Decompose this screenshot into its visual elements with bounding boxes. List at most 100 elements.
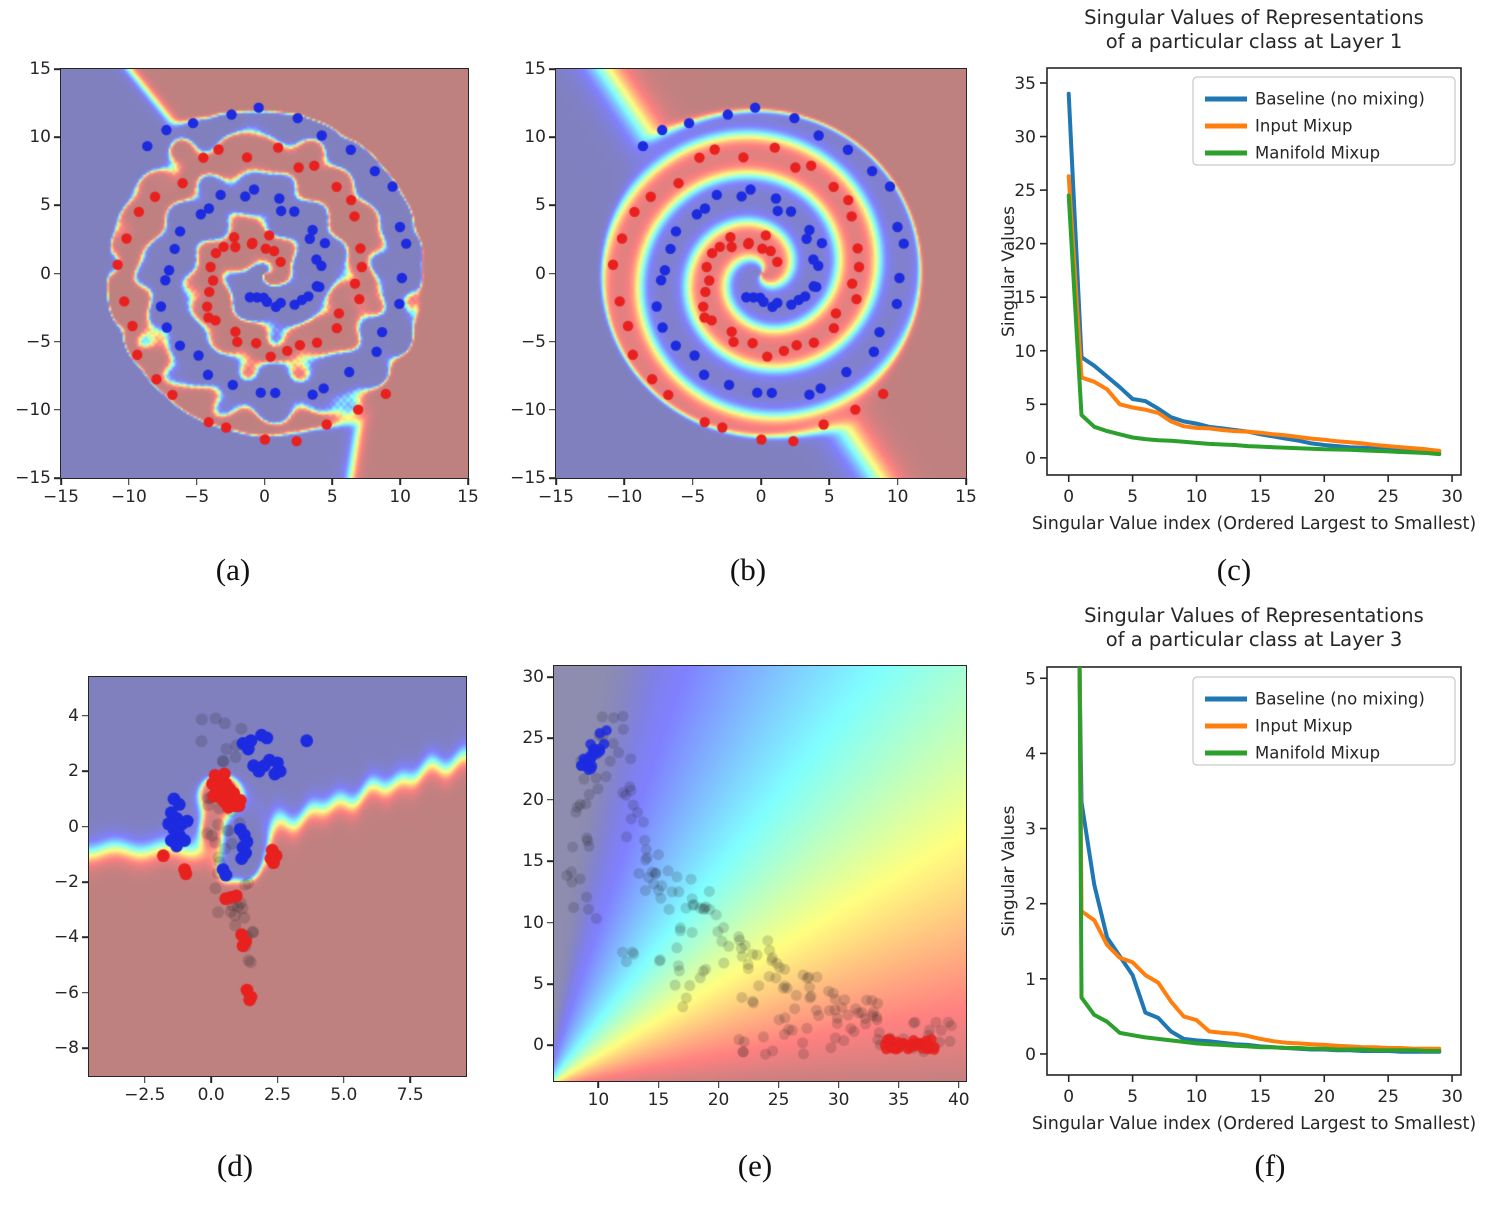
y-tick-label: −10 — [510, 399, 546, 420]
x-tick-label: 0.0 — [197, 1085, 225, 1105]
x-tick-label: 10 — [587, 1090, 610, 1110]
x-tick-label: 10 — [1186, 487, 1208, 507]
y-tick-label: 35 — [1014, 74, 1036, 94]
series-line-input-mixup — [1066, 174, 1442, 453]
x-tick-label: 40 — [947, 1090, 970, 1110]
x-axis-label: Singular Value index (Ordered Largest to… — [1032, 1114, 1476, 1134]
y-tick-label: 0 — [535, 263, 546, 284]
y-tick-mark — [549, 204, 556, 207]
y-tick-label: 10 — [522, 912, 544, 933]
y-tick-label: 10 — [29, 127, 51, 148]
chart-title: Singular Values of Representations — [1084, 6, 1424, 29]
y-tick-label: 10 — [524, 127, 546, 148]
x-tick-mark — [760, 478, 762, 485]
x-tick-label: 0 — [1063, 487, 1074, 507]
y-tick-mark — [547, 737, 554, 740]
x-tick-label: 5 — [823, 487, 835, 507]
x-tick-mark — [210, 1076, 212, 1083]
y-tick-label: 0 — [1025, 449, 1036, 469]
y-tick-label: 0 — [533, 1035, 544, 1056]
y-tick-mark — [547, 983, 554, 985]
x-tick-label: 15 — [647, 1090, 670, 1110]
series-line-baseline-no-mixing- — [1077, 667, 1442, 1054]
x-tick-mark — [276, 1076, 279, 1083]
y-tick-mark — [54, 272, 61, 275]
caption-a: (a) — [215, 552, 251, 587]
x-tick-mark — [957, 1081, 960, 1088]
y-tick-label: 15 — [522, 851, 544, 872]
x-tick-label: −2.5 — [124, 1085, 166, 1105]
panel-d-canvas — [89, 677, 466, 1076]
y-tick-label: 30 — [522, 667, 544, 688]
y-tick-mark — [54, 136, 61, 138]
x-tick-mark — [263, 478, 266, 485]
legend-label: Input Mixup — [1255, 117, 1353, 136]
x-tick-mark — [409, 1076, 412, 1083]
y-tick-mark — [82, 1047, 89, 1050]
x-tick-label: 2.5 — [263, 1085, 292, 1105]
x-tick-label: 0 — [755, 487, 767, 507]
series-line-manifold-mixup — [1066, 193, 1442, 457]
x-tick-mark — [399, 478, 401, 485]
y-tick-mark — [547, 676, 554, 678]
x-tick-label: 0 — [259, 487, 270, 507]
x-tick-mark — [331, 478, 334, 485]
x-tick-label: 5 — [1127, 487, 1138, 507]
panel-e-hidden-representation-probability-fan: 10 15 20 25 30 35 40 0 5 10 15 20 25 30 — [522, 665, 970, 1110]
chart-title: Singular Values of Representations — [1084, 604, 1424, 627]
panel-a-canvas — [61, 69, 468, 478]
x-tick-label: 7.5 — [396, 1085, 424, 1105]
y-tick-mark — [82, 881, 89, 883]
x-tick-label: −10 — [606, 487, 643, 507]
x-tick-mark — [717, 1081, 720, 1088]
y-tick-mark — [54, 409, 61, 411]
panel-a-decision-boundary-baseline: −15 −10 −5 0 5 10 15 15 10 5 0 −5 −10 −15 — [15, 59, 479, 507]
legend-label: Input Mixup — [1255, 717, 1353, 736]
y-tick-mark — [547, 921, 554, 924]
x-tick-label: 30 — [1441, 487, 1463, 507]
x-tick-label: 5 — [326, 487, 338, 507]
x-tick-label: −5 — [184, 487, 210, 507]
y-tick-mark — [549, 136, 556, 138]
caption-d: (d) — [216, 1148, 254, 1183]
legend-label: Manifold Mixup — [1255, 744, 1380, 763]
x-tick-label: 15 — [955, 487, 977, 507]
caption-f: (f) — [1254, 1148, 1286, 1183]
legend-box — [1192, 676, 1456, 766]
caption-e: (e) — [737, 1148, 773, 1183]
y-tick-label: 20 — [1014, 235, 1036, 255]
y-tick-label: −15 — [15, 468, 51, 488]
x-tick-label: 20 — [1313, 1087, 1335, 1107]
y-tick-label: −5 — [520, 331, 546, 352]
x-tick-mark — [128, 478, 130, 485]
legend: Baseline (no mixing) Input Mixup Manifold … — [1192, 76, 1456, 166]
x-tick-mark — [343, 1076, 345, 1083]
y-tick-mark — [54, 340, 61, 343]
x-tick-mark — [691, 478, 694, 485]
panel-b-decision-boundary-manifold-mixup: −15 −10 −5 0 5 10 15 15 10 5 0 −5 −10 −15 — [510, 59, 977, 507]
y-tick-label: 4 — [68, 705, 79, 726]
caption-c: (c) — [1216, 552, 1252, 587]
y-tick-mark — [549, 340, 556, 343]
y-tick-mark — [547, 799, 554, 801]
y-tick-label: 5 — [535, 195, 546, 216]
y-tick-label: 15 — [524, 59, 546, 79]
y-tick-label: 5 — [1025, 669, 1036, 689]
y-tick-label: −2 — [53, 872, 79, 893]
y-tick-label: 0 — [1025, 1045, 1036, 1065]
x-tick-mark — [965, 478, 967, 485]
x-tick-label: −15 — [538, 487, 574, 507]
x-tick-mark — [597, 1081, 600, 1088]
x-tick-mark — [467, 478, 469, 485]
y-tick-label: −15 — [510, 468, 546, 488]
y-tick-label: 25 — [522, 728, 544, 749]
x-tick-label: 25 — [1377, 1087, 1399, 1107]
x-tick-mark — [623, 478, 626, 485]
x-axis-label: Singular Value index (Ordered Largest to… — [1032, 514, 1476, 534]
y-tick-label: 25 — [1014, 181, 1036, 201]
x-tick-label: 25 — [1377, 487, 1399, 507]
y-tick-mark — [549, 68, 556, 70]
x-tick-label: 20 — [1313, 487, 1335, 507]
